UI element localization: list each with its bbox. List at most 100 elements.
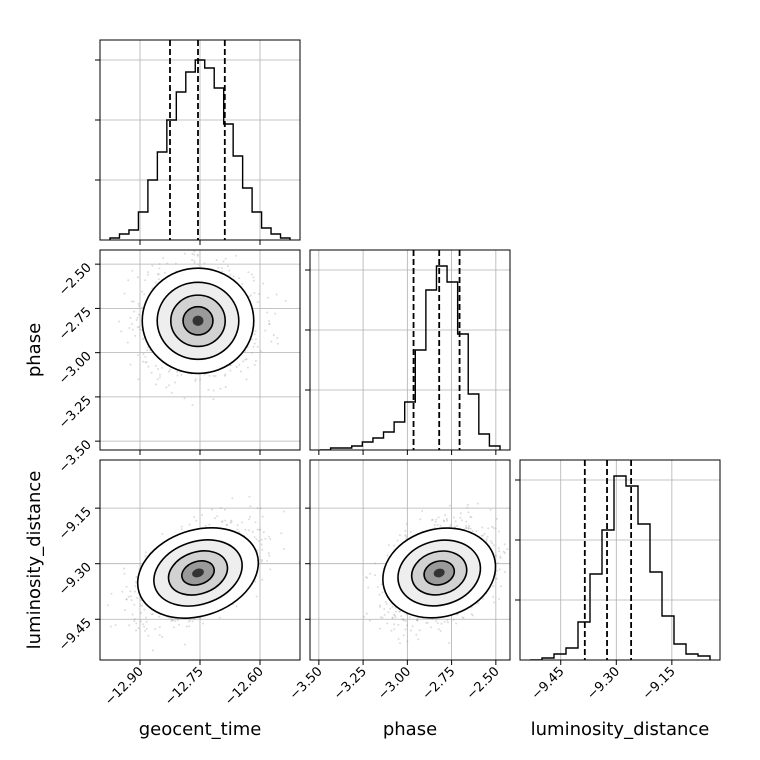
scatter-point [189,619,191,622]
scatter-point [194,378,197,381]
scatter-point [492,595,495,598]
scatter-point [180,528,183,531]
scatter-point [135,319,138,321]
x-tick-label-phase: −2.75 [420,664,459,703]
scatter-point [168,384,170,387]
scatter-point [251,530,254,533]
scatter-point [156,273,159,276]
scatter-point [193,250,196,253]
scatter-point [221,270,224,273]
scatter-point [191,259,194,261]
scatter-point [260,543,263,546]
scatter-point [133,620,136,623]
scatter-point [408,616,411,619]
scatter-point [147,634,150,637]
scatter-point [383,608,386,610]
scatter-point [255,338,257,341]
scatter-point [433,524,436,526]
scatter-point [140,611,142,614]
panel-frame [309,459,511,661]
scatter-point [471,530,474,533]
scatter-point [365,612,368,615]
scatter-point [495,577,498,580]
x-tick-label-phase: −3.50 [287,664,326,703]
scatter-point [492,526,495,529]
scatter-point [435,518,438,521]
density-contour-4 [433,568,445,578]
scatter-point [486,535,489,538]
scatter-point [268,554,271,557]
scatter-point [125,598,128,601]
scatter-point [123,292,126,295]
scatter-point [224,386,227,388]
scatter-point [365,576,368,579]
scatter-point [220,267,223,270]
y-tick-label-phase: −3.00 [56,349,95,388]
scatter-point [214,375,217,377]
scatter-point [121,590,124,593]
scatter-point [436,524,439,526]
scatter-point [213,517,216,520]
scatter-point [255,538,258,541]
scatter-point [136,326,139,329]
scatter-point [374,574,377,577]
scatter-point [416,617,419,619]
y-tick-label-phase: −3.25 [56,393,95,432]
scatter-point [204,524,207,527]
scatter-point [188,625,191,628]
scatter-point [151,613,154,615]
scatter-point [219,387,222,390]
scatter-point [445,518,448,520]
scatter-point [456,524,459,527]
scatter-point [172,626,175,629]
scatter-point [492,601,495,604]
scatter-point [402,619,405,622]
scatter-point [150,613,153,616]
x-tick-label-luminosity-distance: −9.30 [584,664,623,703]
scatter-point [176,619,179,622]
scatter-point [366,576,369,579]
scatter-point [266,311,269,314]
scatter-point [398,610,401,613]
scatter-point [469,515,472,518]
scatter-point [114,624,117,627]
scatter-point [195,519,198,522]
scatter-point [236,528,239,531]
scatter-point [229,369,232,372]
scatter-point [129,590,132,593]
x-tick-label-geocent-time: −12.75 [162,664,207,709]
scatter-point [143,293,146,296]
scatter-point [282,510,285,513]
scatter-point [455,622,458,625]
scatter-point [146,273,149,276]
scatter-point [226,265,229,268]
scatter-point [241,282,244,285]
scatter-point [142,338,144,341]
scatter-point [123,572,126,575]
scatter-point [135,576,138,579]
x-tick-label-phase: −3.00 [375,664,414,703]
scatter-point [257,540,260,542]
scatter-point [131,613,134,616]
scatter-point [129,595,132,598]
x-tick-label-phase: −3.25 [331,664,370,703]
scatter-point [490,540,492,543]
panel-luminosity-distance-vs-phase: −3.50 −3.25 −3.00 −2.75 −2.50 [287,459,511,703]
scatter-point [125,585,128,588]
scatter-point [421,509,424,512]
x-tick-label-luminosity-distance: −9.15 [640,664,679,703]
scatter-point [139,328,141,331]
histogram-geocent-time [109,59,291,240]
scatter-point [440,622,443,625]
scatter-point [467,526,470,529]
scatter-point [253,363,256,366]
scatter-point [176,374,179,377]
scatter-point [397,638,400,640]
scatter-point [174,262,177,265]
scatter-point [126,341,129,344]
scatter-point [443,519,445,522]
scatter-point [128,327,131,329]
scatter-point [496,561,499,564]
scatter-point [391,616,394,619]
